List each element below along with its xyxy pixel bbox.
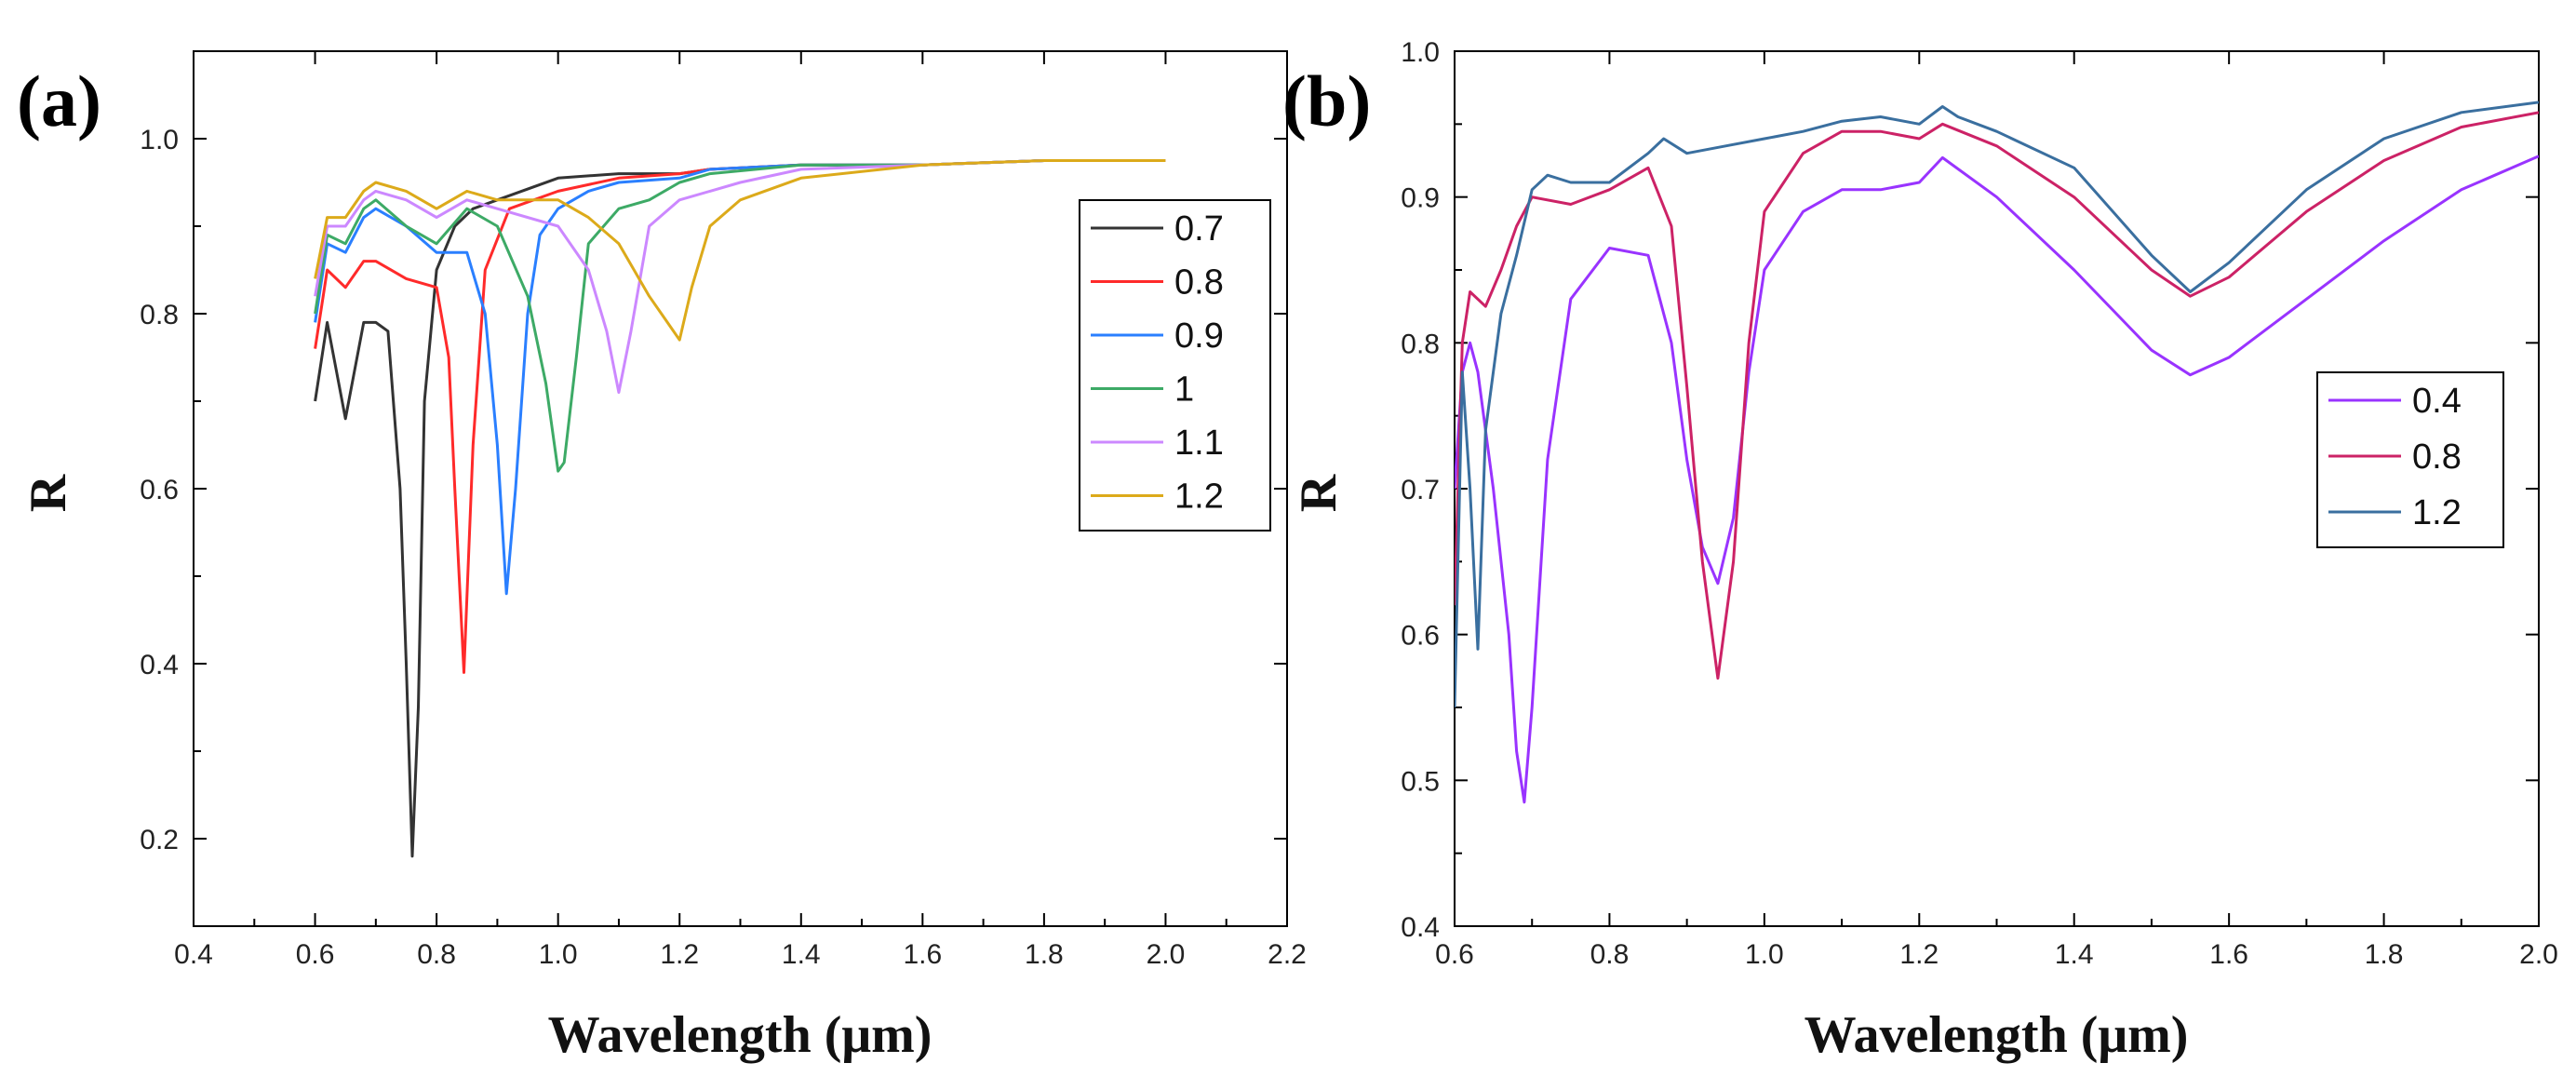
panel-b-legend-label: 0.4 <box>2412 382 2462 421</box>
panel-a-x-axis-title: Wavelength (μm) <box>548 1006 932 1064</box>
panel-b-y-tick-label: 0.5 <box>1401 766 1440 797</box>
panel-b-chart: 0.6 0.8 1.0 1.2 1.4 1.6 1.8 2.00.40.50.60.70.80… <box>1282 37 2558 1064</box>
panel-a-x-tick-label: 1.8 <box>1025 939 1064 970</box>
panel-b-y-axis-title: R <box>1290 474 1348 512</box>
panel-a-x-tick-label: 0.6 <box>296 939 335 970</box>
panel-b-series-line-1_2 <box>1455 101 2539 708</box>
panel-a-legend-label: 1.2 <box>1174 478 1224 517</box>
panel-b-x-tick-label: 2.0 <box>2519 939 2558 970</box>
panel-a-x-tick-label: 0.8 <box>417 939 456 970</box>
panel-b-series-line-0_8 <box>1455 111 2539 680</box>
panel-a-y-tick-label: 1.0 <box>140 125 179 155</box>
panel-a-x-tick-label: 1.2 <box>660 939 699 970</box>
panel-a-y-tick-label: 0.6 <box>140 475 179 505</box>
panel-a-y-tick-label: 0.4 <box>140 650 179 680</box>
panel-a-legend-label: 1.1 <box>1174 424 1224 463</box>
panel-a-x-tick-label: 1.0 <box>539 939 578 970</box>
panel-b-y-tick-label: 0.4 <box>1401 912 1440 943</box>
panel-a-y-tick-label: 0.8 <box>140 300 179 330</box>
panel-a-x-tick-label: 1.4 <box>782 939 821 970</box>
panel-b-label: (b) <box>1282 61 1371 141</box>
panel-a-series-line-1_1 <box>314 159 1166 395</box>
panel-b-y-tick-label: 0.8 <box>1401 329 1440 359</box>
panel-b-y-tick-label: 0.9 <box>1401 183 1440 214</box>
panel-b-x-tick-label: 1.8 <box>2365 939 2404 970</box>
panel-b-x-tick-label: 1.4 <box>2055 939 2094 970</box>
panel-a-y-tick-label: 0.2 <box>140 825 179 855</box>
panel-a-x-tick-label: 1.6 <box>903 939 942 970</box>
panel-b-series-line-0_4 <box>1455 155 2539 804</box>
panel-b-y-tick-label: 0.6 <box>1401 621 1440 652</box>
panel-b-x-tick-label: 1.2 <box>1899 939 1939 970</box>
panel-a-legend-label: 1 <box>1174 370 1194 410</box>
panel-a-x-tick-label: 0.4 <box>174 939 213 970</box>
panel-a-series-line-0_9 <box>314 159 1166 596</box>
panel-a-legend: 0.7 0.8 0.9 1 1.1 1.2 <box>1079 199 1271 532</box>
panel-b-legend-label: 1.2 <box>2412 493 2462 532</box>
panel-a-chart: 0.4 0.6 0.8 1.0 1.2 1.4 1.6 1.8 2.0 2.2 0.2 0.4 0.6 0… <box>17 50 1307 1064</box>
panel-a-series-line-1 <box>314 159 1166 473</box>
panel-b-y-tick-label: 0.7 <box>1401 475 1440 505</box>
panel-b-legend: 0.4 0.8 1.2 <box>2316 371 2504 548</box>
panel-b-x-tick-label: 1.6 <box>2209 939 2248 970</box>
panel-a-y-axis-title: R <box>20 474 77 512</box>
panel-a-series-line-0_7 <box>314 159 1166 858</box>
panel-a-legend-label: 0.8 <box>1174 263 1224 303</box>
panel-b-x-tick-label: 1.0 <box>1745 939 1784 970</box>
panel-b-x-tick-label: 0.6 <box>1435 939 1474 970</box>
panel-a-label: (a) <box>17 61 101 141</box>
panel-b-legend-box <box>2316 371 2504 548</box>
panel-b-x-axis-title: Wavelength (μm) <box>1805 1006 2189 1064</box>
panel-a-legend-label: 0.7 <box>1174 209 1224 249</box>
panel-b-legend-label: 0.8 <box>2412 437 2462 477</box>
panel-a-series-line-1_2 <box>314 159 1166 342</box>
panel-a-x-tick-label: 2.0 <box>1147 939 1186 970</box>
panel-b-x-tick-label: 0.8 <box>1590 939 1630 970</box>
panel-a-x-tick-label: 2.2 <box>1268 939 1307 970</box>
panel-a-legend-label: 0.9 <box>1174 316 1224 356</box>
panel-a-legend-box <box>1079 199 1271 532</box>
panel-b-y-tick-label: 1.0 <box>1401 37 1440 68</box>
